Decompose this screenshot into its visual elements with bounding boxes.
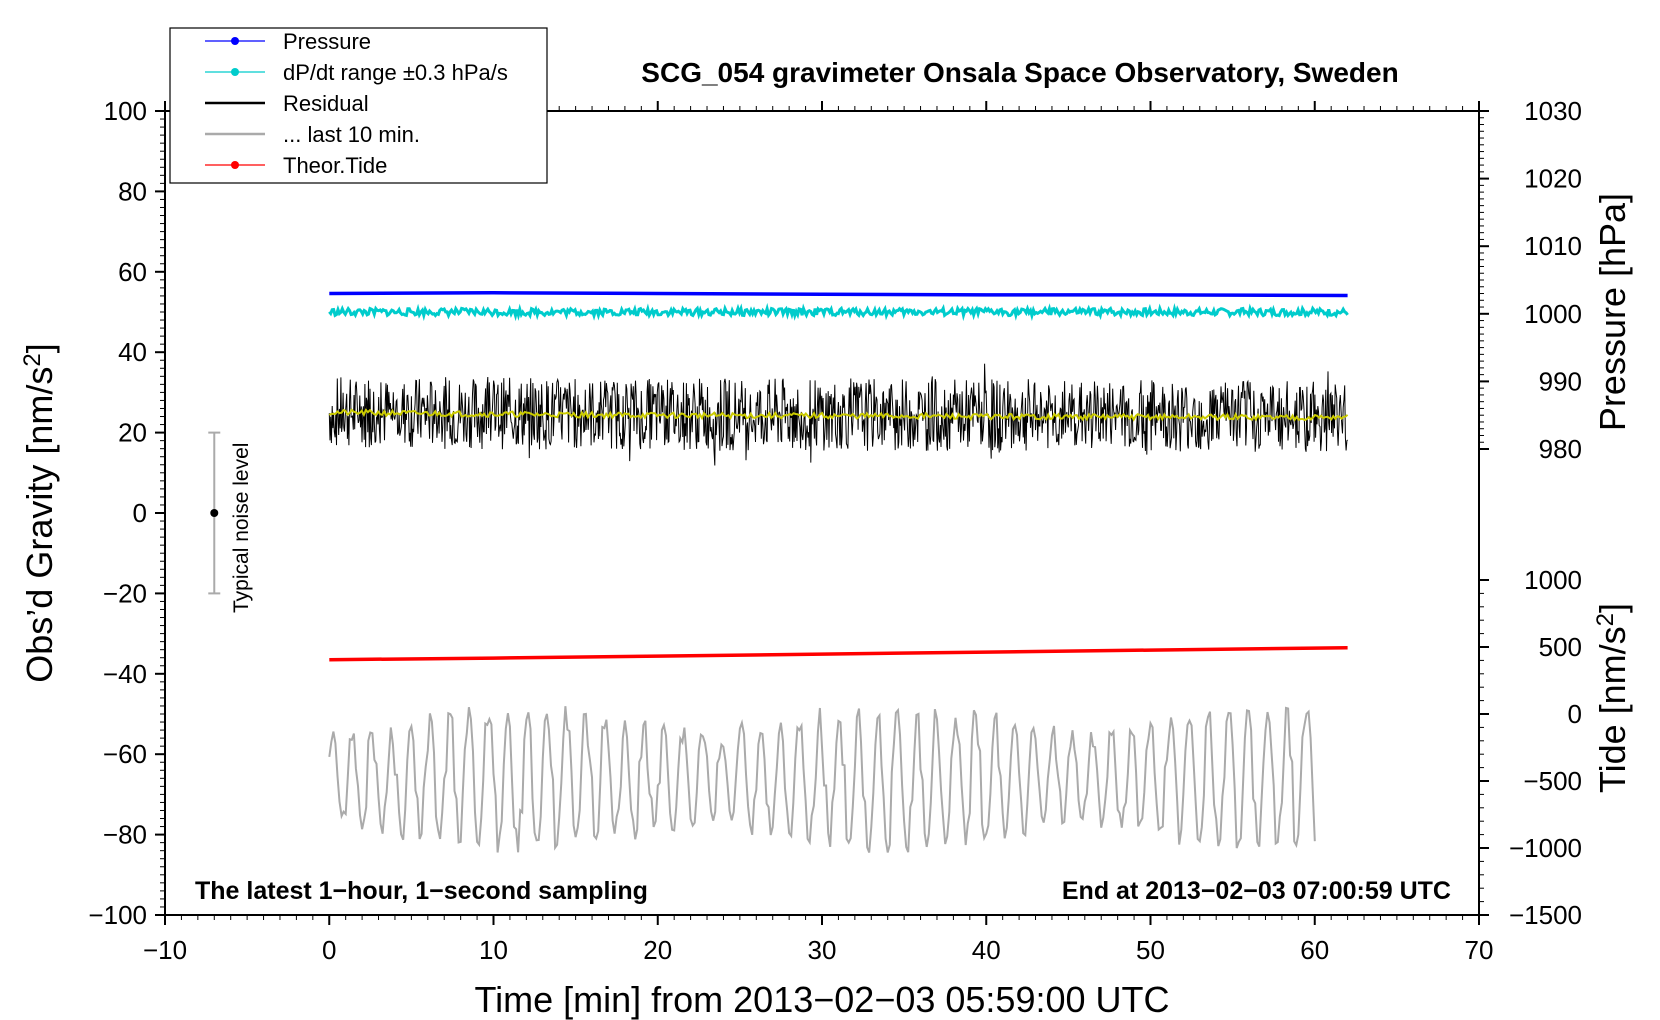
y-tick-labels: −100 −80 −60 −40 −20 0 20 40 60 80 100 xyxy=(88,96,147,930)
legend-marker xyxy=(231,161,239,169)
series-pressure xyxy=(329,291,1348,298)
x-axis-title: Time [min] from 2013−02−03 05:59:00 UTC xyxy=(474,979,1169,1020)
legend-label: dP/dt range ±0.3 hPa/s xyxy=(283,60,508,85)
series-last-10-min xyxy=(328,706,1316,853)
noise-label: Typical noise level xyxy=(230,443,253,613)
y-axis-title-pressure: Pressure [hPa] xyxy=(1592,193,1633,431)
pressure-tick-label: 980 xyxy=(1539,434,1582,464)
x-tick-label: 40 xyxy=(972,935,1001,965)
legend-label: ... last 10 min. xyxy=(283,122,420,147)
y-tick-label: 100 xyxy=(104,96,147,126)
pressure-tick-label: 990 xyxy=(1539,366,1582,396)
tide-tick-label: −1500 xyxy=(1509,900,1582,930)
x-tick-label: 20 xyxy=(643,935,672,965)
legend-box xyxy=(169,27,548,184)
x-tick-label: −10 xyxy=(143,935,187,965)
noise-bar-center xyxy=(210,509,219,517)
y-tick-label: 80 xyxy=(118,176,147,206)
y-axis-title-tide: Tide [nm/s2] xyxy=(1592,603,1633,793)
y-tick-label: −40 xyxy=(103,659,147,689)
series-theor-tide xyxy=(329,645,1348,662)
tick-marks xyxy=(155,101,1489,925)
legend-marker xyxy=(231,37,239,45)
x-tick-label: 70 xyxy=(1465,935,1494,965)
y-tick-label: −20 xyxy=(103,578,147,608)
tide-tick-label: 500 xyxy=(1539,632,1582,662)
legend-marker xyxy=(231,68,239,76)
y-tick-label: −80 xyxy=(103,820,147,850)
y-axis-title-left-sup: 2 xyxy=(19,353,46,366)
tide-tick-label: 1000 xyxy=(1524,565,1582,595)
y-axis-title-left: Obs’d Gravity [nm/s2] xyxy=(19,343,60,682)
legend-label: Pressure xyxy=(283,29,371,54)
x-tick-label: 50 xyxy=(1136,935,1165,965)
series-residual-smoothed xyxy=(328,408,1349,422)
y-tick-label: 40 xyxy=(118,337,147,367)
pressure-tick-label: 1010 xyxy=(1524,231,1582,261)
tide-tick-label: 0 xyxy=(1568,699,1582,729)
x-tick-label: 10 xyxy=(479,935,508,965)
legend-label: Residual xyxy=(283,91,369,116)
pressure-tick-label: 1000 xyxy=(1524,299,1582,329)
pressure-tick-labels: 980 990 1000 1010 1020 1030 xyxy=(1524,96,1582,464)
tide-tick-label: −1000 xyxy=(1509,833,1582,863)
series-layer xyxy=(328,291,1349,853)
tide-tick-label: −500 xyxy=(1523,766,1582,796)
y-tick-label: 60 xyxy=(118,257,147,287)
note-right: End at 2013−02−03 07:00:59 UTC xyxy=(1062,877,1451,905)
legend: Pressure dP/dt range ±0.3 hPa/s Residual..… xyxy=(169,27,548,184)
x-tick-label: 60 xyxy=(1300,935,1329,965)
y-tick-label: −100 xyxy=(88,900,147,930)
y-tick-label: 0 xyxy=(133,498,147,528)
tide-tick-labels: −1500 −1000 −500 0 500 1000 xyxy=(1509,565,1582,930)
noise-bar xyxy=(208,431,221,595)
series-dpdt xyxy=(328,302,1349,322)
series-residual xyxy=(328,363,1348,466)
note-left: The latest 1−hour, 1−second sampling xyxy=(195,877,648,905)
y-tick-label: 20 xyxy=(118,418,147,448)
legend-label: Theor.Tide xyxy=(283,153,387,178)
pressure-tick-label: 1030 xyxy=(1524,96,1582,126)
pressure-tick-label: 1020 xyxy=(1524,164,1582,194)
x-tick-label: 30 xyxy=(808,935,837,965)
chart-title: SCG_054 gravimeter Onsala Space Observat… xyxy=(641,57,1398,88)
x-tick-labels: −10 0 10 20 30 40 50 60 70 xyxy=(143,935,1494,965)
y-tick-label: −60 xyxy=(103,739,147,769)
y-axis-title-tide-sup: 2 xyxy=(1592,613,1619,626)
x-tick-label: 0 xyxy=(322,935,336,965)
